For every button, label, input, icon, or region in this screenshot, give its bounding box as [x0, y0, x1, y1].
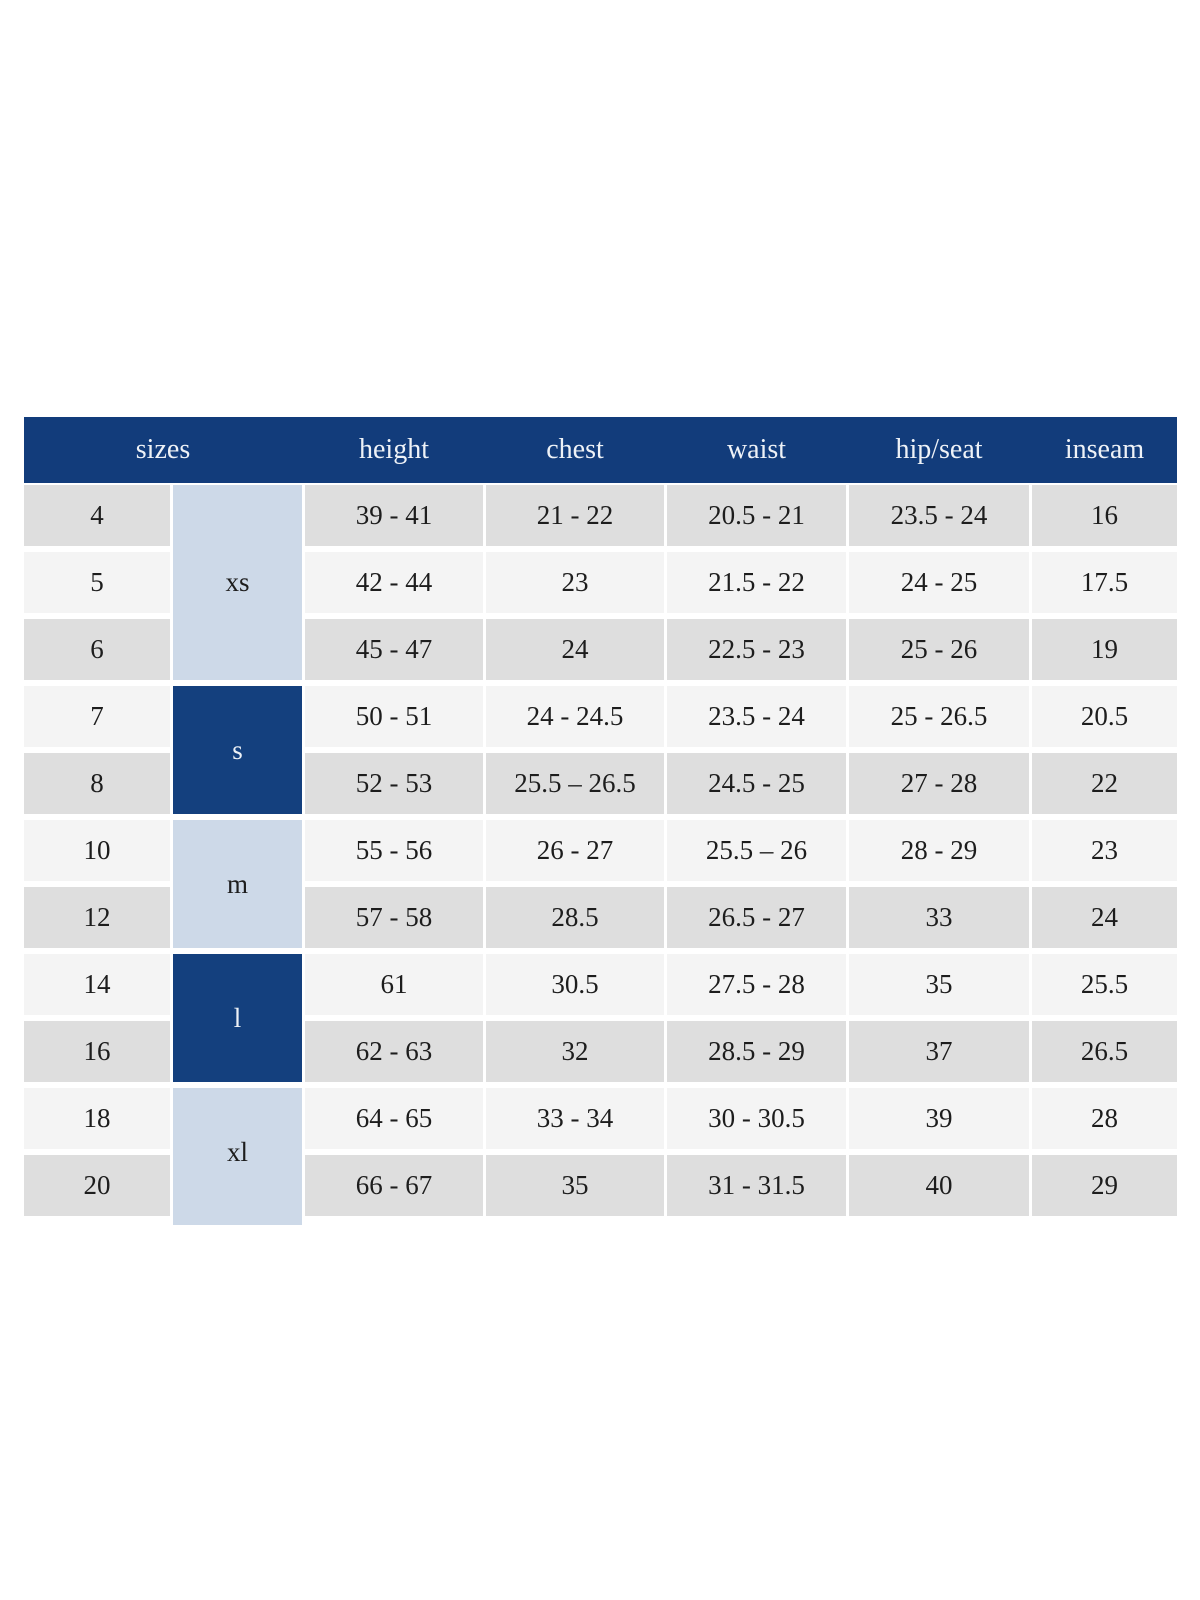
- size-cell: 12: [24, 887, 170, 948]
- inseam-cell: 23: [1032, 820, 1177, 881]
- waist-cell: 27.5 - 28: [667, 954, 846, 1015]
- chest-cell: 33 - 34: [486, 1088, 664, 1149]
- height-cell: 45 - 47: [305, 619, 483, 680]
- height-cell: 50 - 51: [305, 686, 483, 747]
- chest-cell: 32: [486, 1021, 664, 1082]
- header-height: height: [359, 434, 429, 465]
- hip-seat-cell: 24 - 25: [849, 552, 1029, 613]
- table-header-row: sizes height chest waist hip/seat inseam: [24, 417, 1177, 483]
- size-cell: 5: [24, 552, 170, 613]
- chest-cell: 23: [486, 552, 664, 613]
- chest-cell: 30.5: [486, 954, 664, 1015]
- chest-cell: 24 - 24.5: [486, 686, 664, 747]
- size-cell: 10: [24, 820, 170, 881]
- size-cell: 18: [24, 1088, 170, 1149]
- chest-cell: 25.5 – 26.5: [486, 753, 664, 814]
- hip-seat-cell: 37: [849, 1021, 1029, 1082]
- waist-cell: 23.5 - 24: [667, 686, 846, 747]
- hip-seat-cell: 27 - 28: [849, 753, 1029, 814]
- chest-cell: 35: [486, 1155, 664, 1216]
- size-chart-table: sizes height chest waist hip/seat inseam…: [24, 417, 1177, 1216]
- height-cell: 55 - 56: [305, 820, 483, 881]
- hip-seat-cell: 28 - 29: [849, 820, 1029, 881]
- waist-cell: 20.5 - 21: [667, 485, 846, 546]
- hip-seat-cell: 33: [849, 887, 1029, 948]
- header-sizes: sizes: [135, 434, 191, 465]
- size-group-s: s: [173, 686, 302, 814]
- height-cell: 62 - 63: [305, 1021, 483, 1082]
- size-cell: 14: [24, 954, 170, 1015]
- chest-cell: 24: [486, 619, 664, 680]
- height-cell: 66 - 67: [305, 1155, 483, 1216]
- hip-seat-cell: 39: [849, 1088, 1029, 1149]
- hip-seat-cell: 35: [849, 954, 1029, 1015]
- hip-seat-cell: 25 - 26: [849, 619, 1029, 680]
- size-group-xl: xl: [173, 1088, 302, 1216]
- header-hip-seat: hip/seat: [895, 434, 983, 465]
- waist-cell: 21.5 - 22: [667, 552, 846, 613]
- chest-cell: 21 - 22: [486, 485, 664, 546]
- height-cell: 61: [305, 954, 483, 1015]
- hip-seat-cell: 40: [849, 1155, 1029, 1216]
- table-body: xs s m l xl 4 39 - 41 21 - 22 20.5 - 21 …: [24, 485, 1177, 1216]
- size-group-l: l: [173, 954, 302, 1082]
- inseam-cell: 19: [1032, 619, 1177, 680]
- waist-cell: 31 - 31.5: [667, 1155, 846, 1216]
- height-cell: 52 - 53: [305, 753, 483, 814]
- size-group-m: m: [173, 820, 302, 948]
- inseam-cell: 25.5: [1032, 954, 1177, 1015]
- waist-cell: 28.5 - 29: [667, 1021, 846, 1082]
- size-cell: 8: [24, 753, 170, 814]
- chest-cell: 26 - 27: [486, 820, 664, 881]
- inseam-cell: 17.5: [1032, 552, 1177, 613]
- waist-cell: 25.5 – 26: [667, 820, 846, 881]
- inseam-cell: 28: [1032, 1088, 1177, 1149]
- height-cell: 64 - 65: [305, 1088, 483, 1149]
- hip-seat-cell: 23.5 - 24: [849, 485, 1029, 546]
- height-cell: 42 - 44: [305, 552, 483, 613]
- waist-cell: 26.5 - 27: [667, 887, 846, 948]
- size-group-xs: xs: [173, 485, 302, 680]
- inseam-cell: 29: [1032, 1155, 1177, 1216]
- waist-cell: 22.5 - 23: [667, 619, 846, 680]
- size-cell: 6: [24, 619, 170, 680]
- size-cell: 16: [24, 1021, 170, 1082]
- inseam-cell: 22: [1032, 753, 1177, 814]
- chest-cell: 28.5: [486, 887, 664, 948]
- hip-seat-cell: 25 - 26.5: [849, 686, 1029, 747]
- header-chest: chest: [546, 434, 604, 465]
- inseam-cell: 20.5: [1032, 686, 1177, 747]
- inseam-cell: 24: [1032, 887, 1177, 948]
- header-waist: waist: [726, 434, 787, 465]
- size-cell: 4: [24, 485, 170, 546]
- header-inseam: inseam: [1064, 434, 1145, 465]
- size-cell: 20: [24, 1155, 170, 1216]
- waist-cell: 24.5 - 25: [667, 753, 846, 814]
- waist-cell: 30 - 30.5: [667, 1088, 846, 1149]
- height-cell: 39 - 41: [305, 485, 483, 546]
- inseam-cell: 16: [1032, 485, 1177, 546]
- size-cell: 7: [24, 686, 170, 747]
- inseam-cell: 26.5: [1032, 1021, 1177, 1082]
- height-cell: 57 - 58: [305, 887, 483, 948]
